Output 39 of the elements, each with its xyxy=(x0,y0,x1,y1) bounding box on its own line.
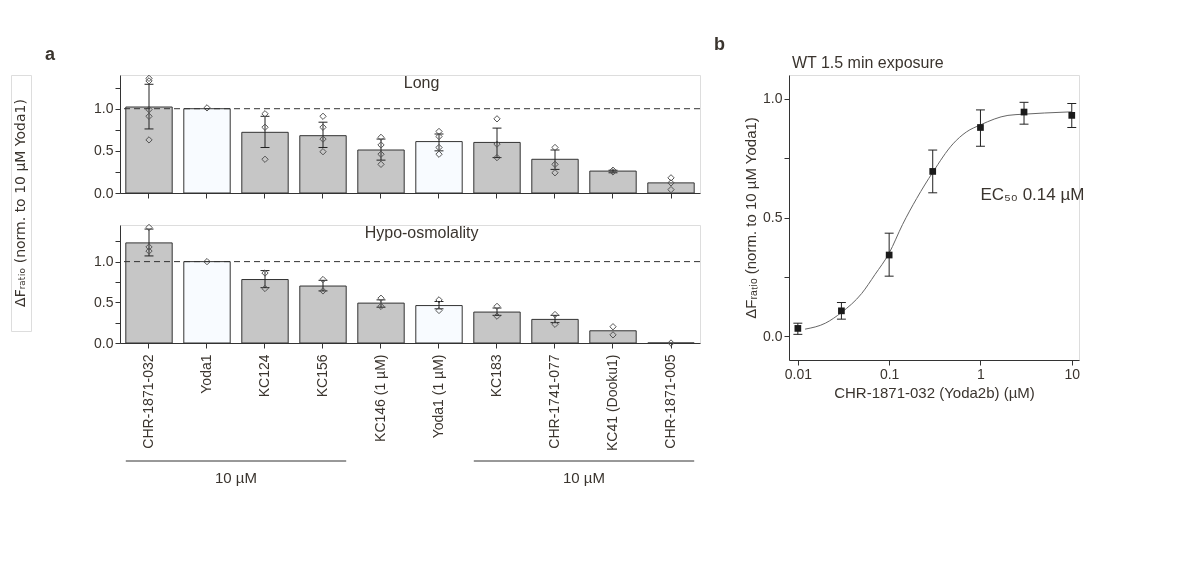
x-tick-label: 0.01 xyxy=(784,365,813,382)
chart-title: Long xyxy=(403,74,440,91)
y-tick-label: 0.0 xyxy=(94,334,114,351)
y-tick-label: 1.0 xyxy=(94,253,114,270)
chart-title: Hypo-osmolality xyxy=(364,224,479,241)
x-tick-label: 1 xyxy=(977,365,986,382)
point xyxy=(838,307,845,315)
x-tick-label: KC183 xyxy=(488,354,504,398)
x-tick-label: Yoda1 xyxy=(198,354,214,394)
annotation: EC₅₀ 0.14 µM xyxy=(980,184,1085,204)
x-axis-title: CHR-1871-032 (Yoda2b) (µM) xyxy=(834,383,1035,401)
y-tick-label: 1.0 xyxy=(94,100,114,117)
y-tick-label: 0.0 xyxy=(94,184,114,201)
chart-title: WT 1.5 min exposure xyxy=(791,54,944,71)
x-tick-label: KC146 (1 µM) xyxy=(372,354,388,442)
text: a xyxy=(45,44,56,64)
text: b xyxy=(714,34,725,54)
point xyxy=(929,168,937,175)
y-tick-label: 0.5 xyxy=(763,209,783,225)
x-tick-label: KC156 xyxy=(314,354,330,398)
point xyxy=(977,124,984,131)
x-tick-label: 10 xyxy=(1064,365,1081,382)
x-tick-label: CHR-1871-005 xyxy=(662,354,678,449)
text: 10 µM xyxy=(215,469,257,486)
y-tick-label: 0.5 xyxy=(94,293,114,310)
point xyxy=(885,251,893,259)
y-axis-title: ΔFᵣₐₜᵢₒ (norm. to 10 µM Yoda1) xyxy=(12,99,28,307)
y-tick-label: 0.5 xyxy=(94,142,114,159)
y-tick-label: 1.0 xyxy=(763,90,783,107)
x-tick-label: CHR-1741-077 xyxy=(546,354,562,449)
x-tick-label: Yoda1 (1 µM) xyxy=(430,354,446,439)
y-tick-label: 0.0 xyxy=(763,327,783,344)
x-tick-label: CHR-1871-032 xyxy=(140,354,156,449)
y-axis-title: ΔFᵣₐₜᵢₒ (norm. to 10 µM Yoda1) xyxy=(742,117,760,319)
x-tick-label: KC41 (Dooku1) xyxy=(604,354,620,451)
x-tick-label: KC124 xyxy=(256,354,272,398)
x-tick-label: 0.1 xyxy=(879,365,900,382)
text: 10 µM xyxy=(563,469,605,486)
point xyxy=(1068,112,1076,119)
